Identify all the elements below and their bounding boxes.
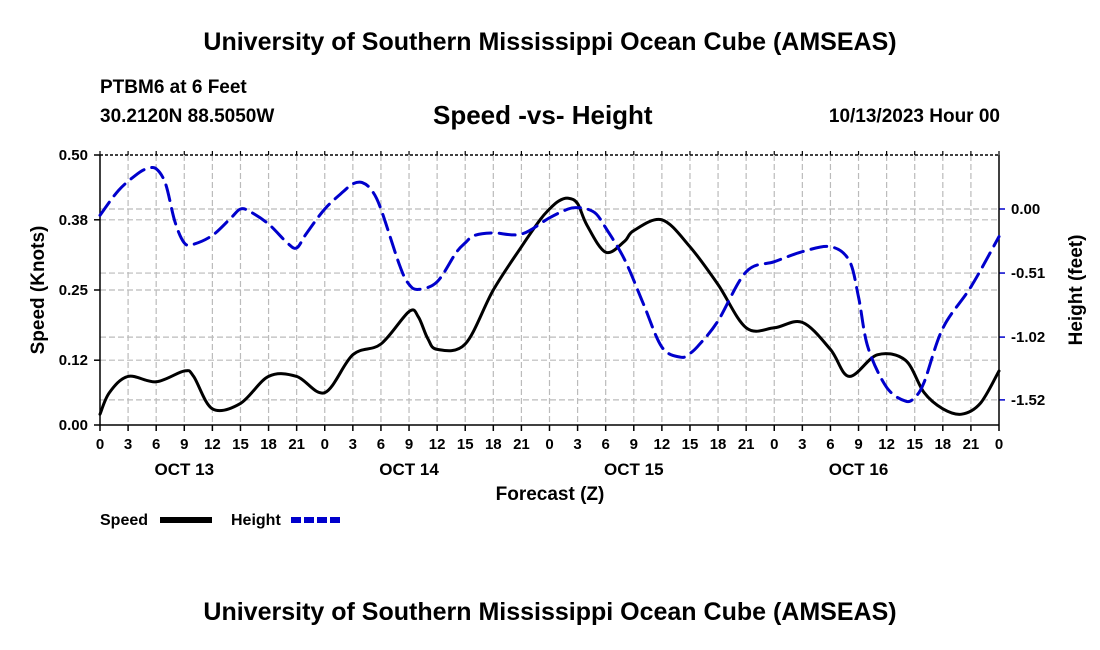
x-tick-label: 0: [995, 436, 1003, 453]
y-tick-label-left: 0.25: [59, 282, 88, 299]
legend-height-label: Height: [231, 512, 281, 529]
x-tick-label: 21: [963, 436, 980, 453]
x-tick-label: 3: [573, 436, 581, 453]
grid-layer: [100, 155, 999, 425]
x-tick-label: 21: [288, 436, 305, 453]
x-tick-label: 9: [405, 436, 413, 453]
y-tick-label-left: 0.12: [59, 352, 88, 369]
day-label: OCT 14: [379, 460, 439, 479]
right-axis-label: Height (feet): [1066, 235, 1087, 346]
main-title: University of Southern Mississippi Ocean…: [203, 28, 897, 56]
series-speed-line: [98, 196, 1001, 416]
x-tick-label: 6: [152, 436, 160, 453]
x-tick-label: 6: [377, 436, 385, 453]
axes-layer: [94, 151, 1005, 431]
y-tick-label-right: 0.00: [1011, 201, 1040, 218]
chart-title: Speed -vs- Height: [433, 100, 653, 130]
y-tick-label-right: -1.02: [1011, 329, 1045, 346]
footer-title: University of Southern Mississippi Ocean…: [203, 598, 897, 626]
x-tick-label: 18: [260, 436, 277, 453]
x-tick-label: 6: [602, 436, 610, 453]
y-tick-label-right: -1.52: [1011, 392, 1045, 409]
y-tick-label-left: 0.50: [59, 147, 88, 164]
legend-speed-label: Speed: [100, 512, 148, 529]
x-tick-label: 12: [654, 436, 671, 453]
day-label: OCT 15: [604, 460, 664, 479]
x-tick-label: 9: [854, 436, 862, 453]
x-tick-label: 0: [321, 436, 329, 453]
station-label: PTBM6 at 6 Feet: [100, 77, 247, 98]
legend: Speed Height: [100, 512, 343, 529]
x-tick-label: 18: [934, 436, 951, 453]
x-tick-label: 9: [180, 436, 188, 453]
y-tick-label-left: 0.00: [59, 417, 88, 434]
x-tick-label: 0: [96, 436, 104, 453]
y-tick-label-left: 0.38: [59, 212, 88, 229]
datetime-label: 10/13/2023 Hour 00: [828, 106, 1000, 127]
label-layer: 0 3 6 9 12 15 18 21 0 3 6 9 12 15 18 21 0 3 6 9 12 15 18 21 0 3 6 9…: [59, 147, 1045, 479]
x-tick-label: 12: [204, 436, 221, 453]
x-tick-label: 15: [682, 436, 699, 453]
x-axis-label: Forecast (Z): [496, 484, 605, 505]
x-tick-label: 12: [429, 436, 446, 453]
x-tick-label: 18: [710, 436, 727, 453]
x-tick-label: 9: [630, 436, 638, 453]
day-label: OCT 13: [155, 460, 215, 479]
x-tick-label: 3: [349, 436, 357, 453]
x-tick-label: 3: [124, 436, 132, 453]
left-axis-label: Speed (Knots): [28, 226, 49, 355]
x-tick-label: 21: [513, 436, 530, 453]
x-tick-label: 15: [232, 436, 249, 453]
x-tick-label: 18: [485, 436, 502, 453]
x-tick-label: 12: [878, 436, 895, 453]
x-tick-label: 15: [457, 436, 474, 453]
x-tick-label: 0: [545, 436, 553, 453]
x-tick-label: 15: [906, 436, 923, 453]
y-tick-label-right: -0.51: [1011, 265, 1045, 282]
x-tick-label: 3: [798, 436, 806, 453]
coordinates-label: 30.2120N 88.5050W: [100, 106, 275, 127]
series-height-line: [98, 165, 1001, 404]
series-layer: [98, 165, 1001, 416]
x-tick-label: 0: [770, 436, 778, 453]
day-label: OCT 16: [829, 460, 889, 479]
x-tick-label: 21: [738, 436, 755, 453]
x-tick-label: 6: [826, 436, 834, 453]
